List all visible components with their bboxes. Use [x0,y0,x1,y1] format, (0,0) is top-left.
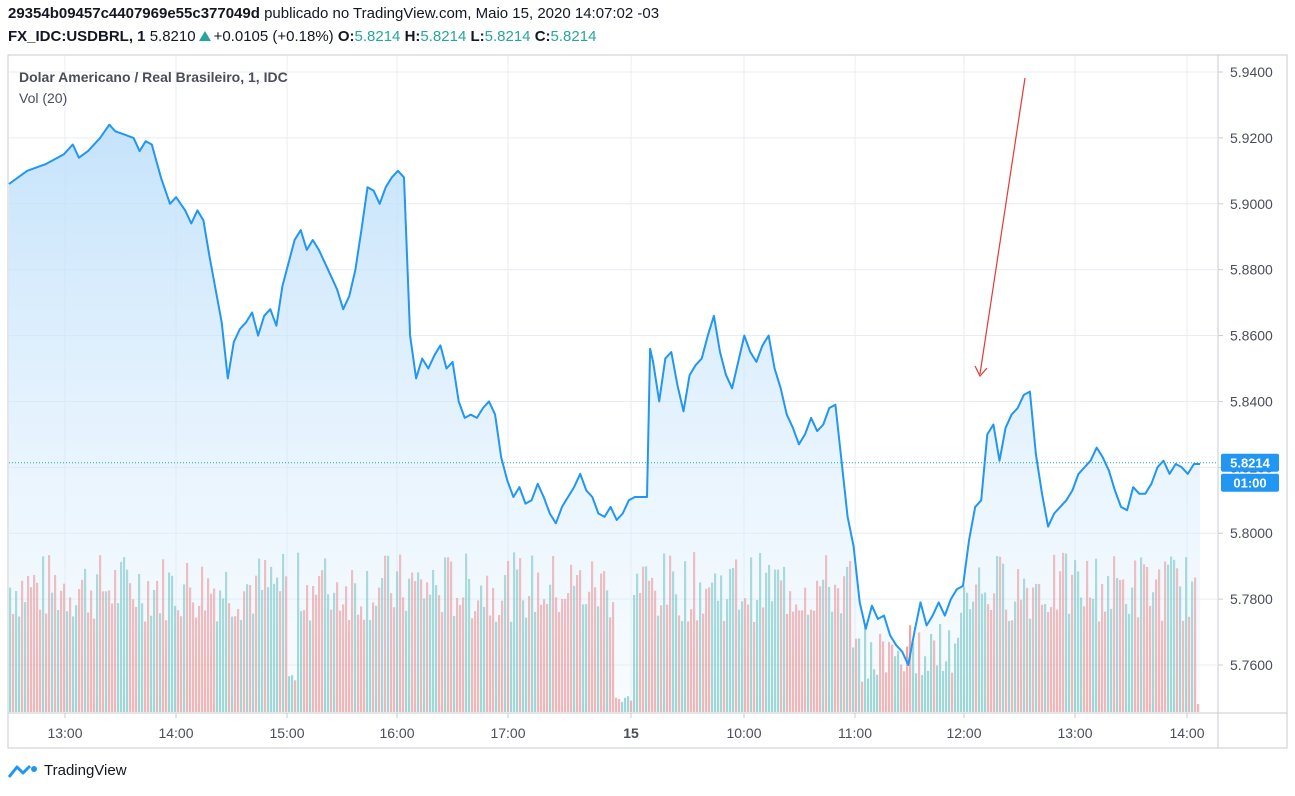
open-label: O: [337,28,355,45]
close-label: C: [534,28,551,45]
x-tick-label: 17:00 [490,725,525,741]
publish-info: 29354b09457c4407969e55c377049d publicado… [8,5,659,22]
x-tick-label: 16:00 [379,725,414,741]
y-tick-label: 5.9400 [1230,64,1273,80]
publisher-name: 29354b09457c4407969e55c377049d [8,5,260,22]
up-triangle-icon [198,31,211,41]
price-axis: 5.9400 5.9200 5.9000 5.8800 5.8600 5.8400 5.82… [1218,64,1273,673]
y-tick-label: 5.8600 [1230,328,1273,344]
high-label: H: [404,28,421,45]
tradingview-logo[interactable]: TradingView [8,762,127,779]
chart-title: Dolar Americano / Real Brasileiro, 1, ID… [19,69,288,85]
x-tick-label: 10:00 [726,725,761,741]
price-badge-text: 5.8214 [1230,456,1271,471]
y-tick-label: 5.7800 [1230,591,1273,607]
price-area [9,124,1200,712]
x-tick-label: 13:00 [47,725,82,741]
open-value: 5.8214 [354,28,401,45]
x-tick-label: 12:00 [946,725,981,741]
x-tick-label: 15:00 [269,725,304,741]
low-label: L: [470,28,485,45]
y-tick-label: 5.8400 [1230,393,1273,409]
tradingview-logo-icon [8,764,37,778]
time-axis: 13:00 14:00 15:00 16:00 17:00 15 10:00 11:00 12:… [47,713,1205,741]
high-value: 5.8214 [420,28,467,45]
time-badge-text: 01:00 [1233,476,1266,491]
y-tick-label: 5.9200 [1230,130,1273,146]
low-value: 5.8214 [484,28,531,45]
x-tick-label: 11:00 [838,725,872,741]
price-line [8,123,1200,666]
volume-label: Vol (20) [19,90,67,106]
annotation-arrow [974,77,1026,378]
last-price: 5.8210 [149,28,196,45]
y-tick-label: 5.9000 [1230,196,1273,212]
x-tick-label: 15 [623,725,639,741]
y-tick-label: 5.8000 [1230,525,1273,541]
x-tick-label: 14:00 [1169,725,1204,741]
x-tick-label: 14:00 [158,725,193,741]
y-tick-label: 5.7600 [1230,657,1273,673]
symbol-info: FX_IDC:USDBRL, 1 5.8210 +0.0105 (+0.18%) … [8,28,596,45]
price-badge: 5.8214 01:00 [1221,453,1279,492]
chart-frame [7,54,1288,749]
brand-name: TradingView [44,762,127,779]
x-tick-label: 13:00 [1057,725,1092,741]
symbol-label: FX_IDC:USDBRL, 1 [8,28,146,45]
publish-date: publicado no TradingView.com, Maio 15, 2… [264,5,660,22]
close-value: 5.8214 [550,28,597,45]
price-change: +0.0105 (+0.18%) [213,28,334,45]
y-tick-label: 5.8800 [1230,262,1273,278]
